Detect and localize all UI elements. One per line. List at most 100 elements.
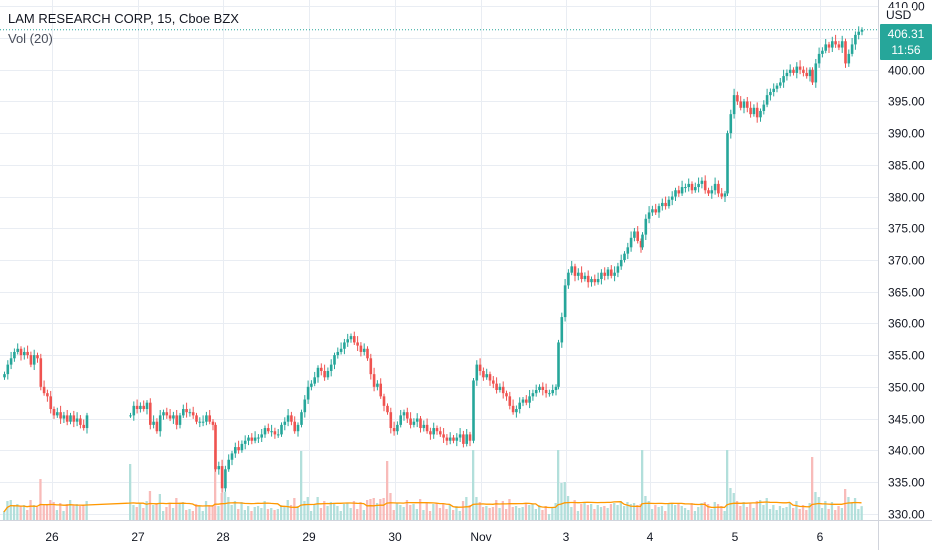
candle-body [439, 431, 442, 435]
candle-body [346, 339, 349, 343]
time-tick-label: 6 [817, 530, 824, 544]
price-tick-label: 390.00 [888, 127, 925, 141]
volume-bar [389, 493, 392, 520]
candle-body [257, 437, 260, 439]
volume-bar [316, 497, 319, 520]
candle-body [42, 386, 46, 394]
candle-body [606, 269, 610, 276]
candle-body [531, 393, 535, 397]
candle-body [399, 415, 402, 425]
volume-bar [223, 492, 227, 520]
candle-body [132, 405, 136, 416]
candle-body [798, 66, 802, 70]
volume-bar [491, 507, 495, 520]
candle-body [267, 428, 270, 432]
volume-bar [135, 507, 138, 520]
candle-body [629, 237, 633, 248]
candle-body [415, 418, 419, 422]
candle-body [188, 412, 192, 414]
candle-body [306, 386, 310, 400]
volume-bar [65, 504, 68, 520]
candle-body [168, 415, 172, 419]
candle-body [82, 424, 85, 429]
candle-body [726, 133, 729, 194]
volume-bar [168, 503, 171, 520]
candle-body [382, 396, 386, 406]
volume-bar [805, 510, 808, 520]
volume-bar [415, 509, 418, 520]
volume-bar [3, 511, 6, 520]
candle-body [39, 358, 43, 387]
volume-bar [26, 510, 29, 520]
candle-body [270, 431, 273, 433]
candle-body [802, 69, 805, 73]
candle-body [129, 415, 132, 417]
candle-body [667, 199, 671, 207]
volume-bar [528, 505, 531, 520]
volume-bar [230, 505, 233, 520]
volume-bar [636, 505, 639, 520]
volume-bar [834, 510, 837, 520]
volume-bar [6, 501, 9, 520]
volume-bar [755, 501, 758, 520]
volume-bar [346, 503, 349, 520]
volume-bar [830, 502, 834, 520]
volume-bar [349, 508, 352, 520]
candle-body [465, 434, 468, 444]
candle-body [201, 421, 205, 423]
volume-bar [576, 511, 580, 520]
time-tick-label: Nov [470, 530, 491, 544]
volume-bar [475, 497, 478, 520]
candle-body [511, 405, 515, 413]
candle-body [392, 428, 396, 432]
volume-bar [860, 506, 863, 520]
volume-bar [798, 509, 801, 520]
volume-bar [853, 498, 857, 520]
volume-indicator-label[interactable]: Vol (20) [8, 31, 53, 46]
candle-body [208, 415, 211, 422]
candle-body [583, 275, 587, 280]
candle-body [755, 107, 759, 118]
candle-body [155, 421, 159, 432]
volume-bar [551, 507, 554, 520]
candle-body [854, 34, 857, 45]
candle-body [419, 418, 422, 429]
volume-bar [824, 501, 827, 520]
volume-bar [847, 497, 850, 520]
candle-body [135, 405, 139, 410]
candle-body [323, 370, 326, 378]
candle-body [452, 437, 455, 441]
candle-body [739, 101, 742, 108]
volume-bar [263, 501, 266, 520]
candle-body [313, 377, 316, 384]
volume-bar [402, 507, 405, 520]
volume-bar [541, 510, 544, 520]
volume-bar [129, 464, 132, 520]
volume-bar [260, 508, 263, 520]
volume-bar [778, 506, 782, 520]
candle-body [690, 183, 694, 191]
candle-body [661, 202, 664, 207]
volume-bar [547, 514, 551, 520]
volume-bar [188, 509, 191, 520]
candle-body [586, 275, 590, 283]
symbol-title[interactable]: LAM RESEARCH CORP, 15, Cboe BZX [8, 11, 239, 26]
volume-bar [632, 503, 636, 520]
candle-body [717, 183, 720, 194]
volume-bar [710, 509, 713, 520]
candle-body [860, 29, 864, 32]
candle-body [697, 183, 700, 188]
candle-body [541, 386, 545, 390]
volume-bar [19, 506, 22, 520]
volume-bar [508, 499, 511, 520]
candle-body [145, 402, 149, 410]
candle-body [29, 355, 33, 365]
candle-body [402, 412, 406, 416]
volume-bar [78, 506, 82, 520]
candle-body [687, 183, 690, 188]
volume-bar [472, 450, 475, 520]
candle-body [626, 247, 630, 254]
candle-body [749, 107, 752, 115]
candle-body [442, 434, 445, 438]
